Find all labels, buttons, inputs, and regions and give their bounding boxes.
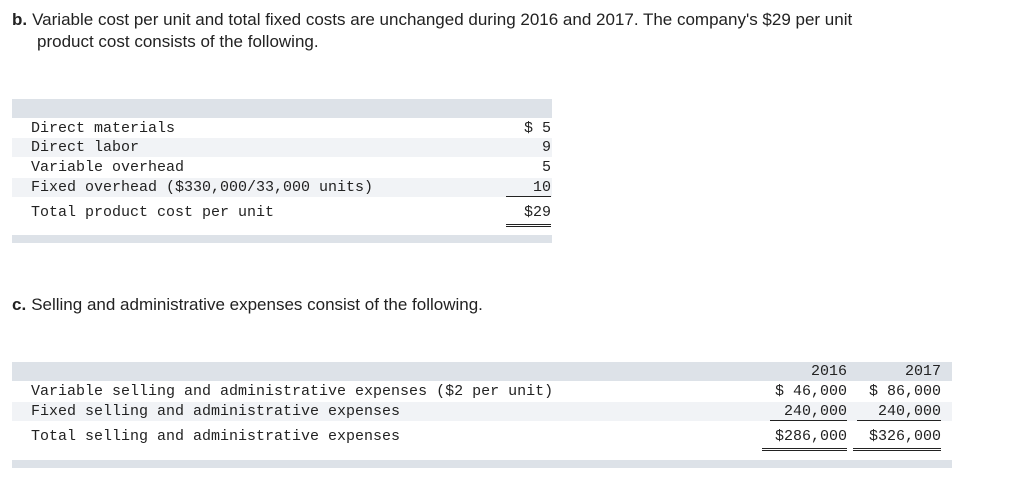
total-label: Total product cost per unit — [31, 204, 275, 221]
part-c-text: Selling and administrative expenses cons… — [31, 295, 483, 314]
total-value-2016: $286,000 — [762, 427, 847, 451]
row-amount: $ 5 — [523, 120, 551, 137]
row-amount: 5 — [541, 159, 551, 176]
row-value-2017: $ 86,000 — [868, 383, 941, 400]
table-row: Fixed overhead ($330,000/33,000 units) 1… — [12, 178, 552, 197]
row-label: Fixed selling and administrative expense… — [31, 403, 401, 420]
table-row: Variable selling and administrative expe… — [12, 382, 952, 401]
part-b-line-2: product cost consists of the following. — [37, 32, 319, 51]
part-c-paragraph: c. Selling and administrative expenses co… — [12, 294, 483, 316]
row-label: Fixed overhead ($330,000/33,000 units) — [31, 179, 374, 196]
part-b-line-1: Variable cost per unit and total fixed c… — [32, 10, 853, 29]
row-amount: 10 — [506, 178, 551, 197]
part-b-label: b. — [12, 10, 28, 29]
col-header-2016: 2016 — [810, 363, 847, 380]
total-value-2017: $326,000 — [853, 427, 941, 451]
row-value-2016: $ 46,000 — [774, 383, 847, 400]
table-row: Direct materials $ 5 — [12, 119, 552, 138]
part-b-paragraph: b. Variable cost per unit and total fixed… — [12, 9, 1017, 53]
table-row: Fixed selling and administrative expense… — [12, 402, 952, 421]
table-row: Variable overhead 5 — [12, 158, 552, 177]
table-header-bar — [12, 362, 952, 381]
table-footer-bar — [12, 235, 552, 243]
total-label: Total selling and administrative expense… — [31, 428, 401, 445]
table-header-row: 2016 2017 — [12, 362, 952, 381]
row-label: Direct labor — [31, 139, 140, 156]
row-value-2016: 240,000 — [770, 402, 847, 421]
part-c-label: c. — [12, 295, 27, 314]
table-footer-bar — [12, 460, 952, 468]
table-row: Direct labor 9 — [12, 138, 552, 157]
table-total-row: Total selling and administrative expense… — [12, 427, 952, 451]
table-total-row: Total product cost per unit $29 — [12, 203, 552, 227]
col-header-2017: 2017 — [904, 363, 941, 380]
row-label: Variable overhead — [31, 159, 185, 176]
row-value-2017: 240,000 — [857, 402, 941, 421]
row-amount: 9 — [541, 139, 551, 156]
total-amount: $29 — [506, 203, 551, 227]
table-header-bar — [12, 99, 552, 118]
row-label: Variable selling and administrative expe… — [31, 383, 554, 400]
row-label: Direct materials — [31, 120, 176, 137]
